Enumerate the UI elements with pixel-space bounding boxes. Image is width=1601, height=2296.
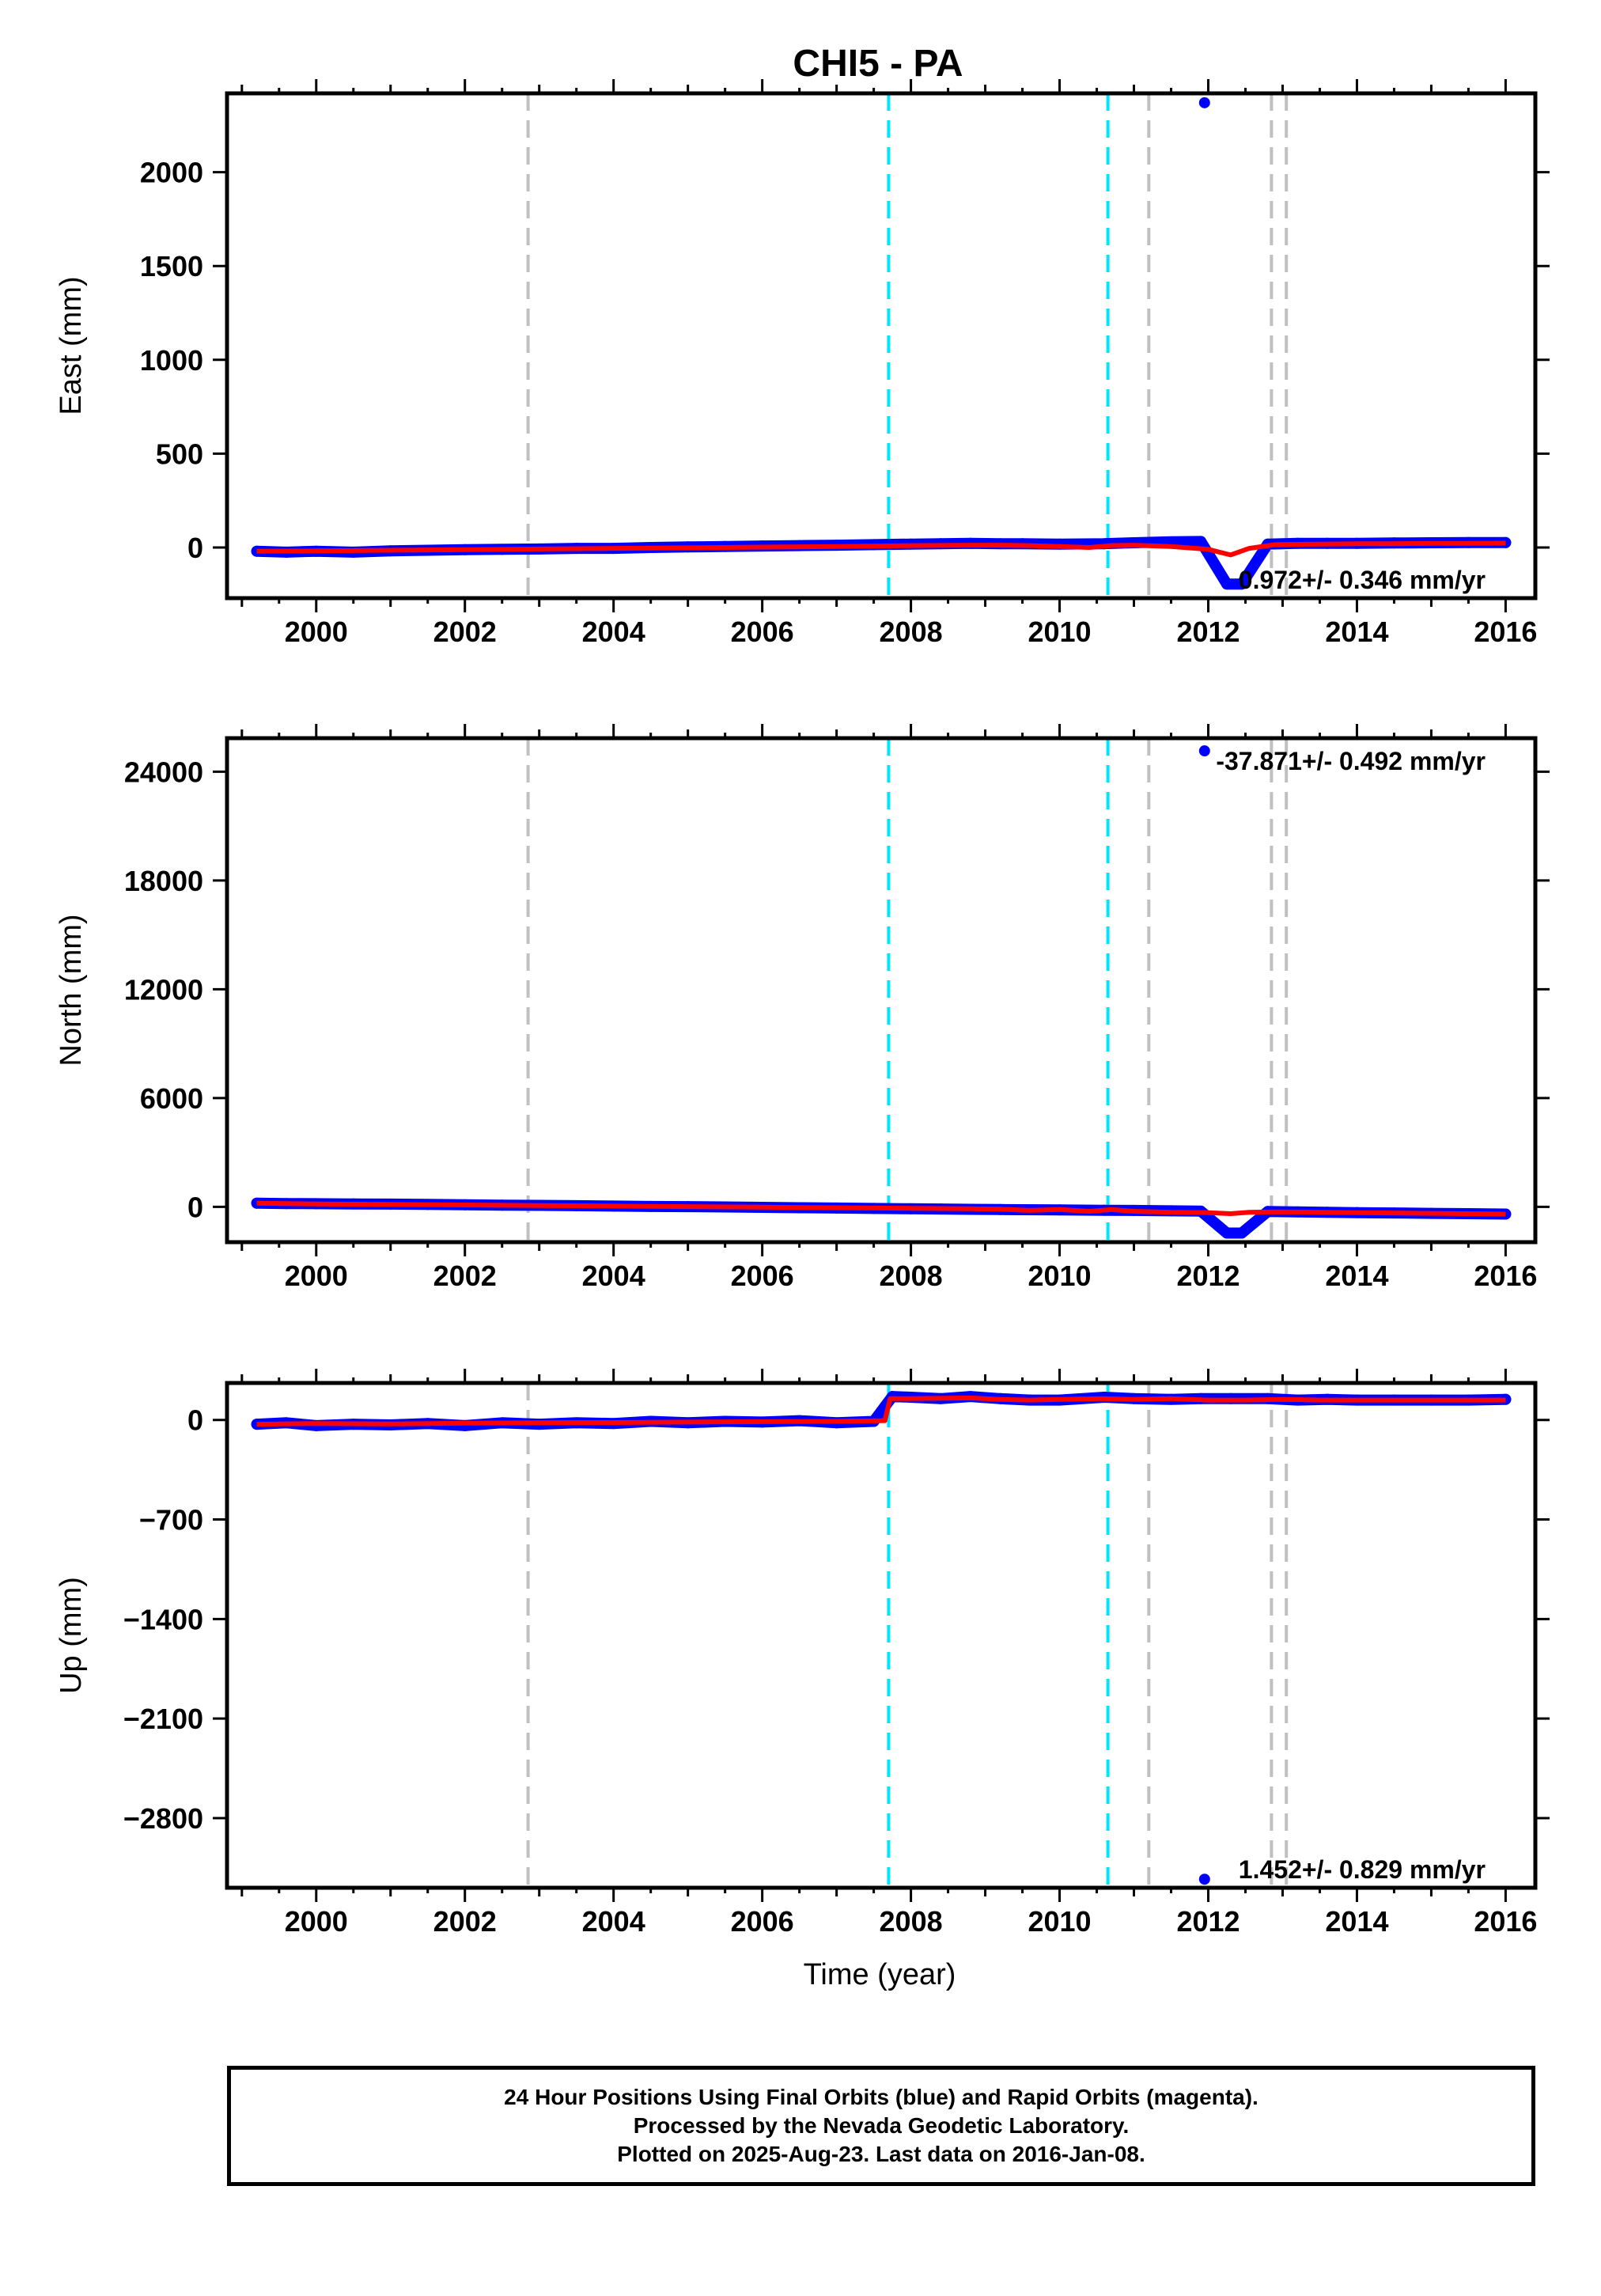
y-tick-label: −700 bbox=[139, 1504, 203, 1536]
rate-annotation: 0.972+/- 0.346 mm/yr bbox=[1239, 566, 1486, 594]
x-tick-label: 2000 bbox=[285, 1905, 348, 1938]
data-point bbox=[1221, 578, 1232, 590]
y-axis-label: Up (mm) bbox=[55, 1577, 88, 1694]
y-tick-label: −1400 bbox=[123, 1603, 203, 1635]
footer-line-2: Processed by the Nevada Geodetic Laborat… bbox=[633, 2113, 1130, 2138]
x-tick-label: 2012 bbox=[1176, 1905, 1240, 1938]
y-tick-label: 12000 bbox=[124, 973, 203, 1006]
panel-2: 2000 2002 2004 2006 2008 2010 2012 2014 2016 0 600… bbox=[55, 724, 1550, 1292]
x-tick-label: 2012 bbox=[1176, 1260, 1240, 1292]
outlier-point bbox=[1198, 745, 1210, 757]
outlier-point bbox=[1198, 97, 1210, 108]
y-tick-label: 6000 bbox=[140, 1082, 203, 1115]
y-tick-label: 0 bbox=[187, 1191, 203, 1223]
plot-frame bbox=[225, 1381, 1538, 1890]
y-tick-label: −2100 bbox=[123, 1703, 203, 1735]
x-tick-label: 2004 bbox=[582, 1260, 645, 1292]
data-point bbox=[1221, 1227, 1232, 1239]
x-tick-label: 2006 bbox=[731, 616, 794, 648]
x-tick-label: 2008 bbox=[880, 616, 943, 648]
y-tick-label: 24000 bbox=[124, 756, 203, 788]
x-tick-label: 2014 bbox=[1325, 616, 1388, 648]
plot-area bbox=[251, 1383, 1512, 1888]
plot-area bbox=[251, 93, 1512, 598]
x-tick-label: 2000 bbox=[285, 1260, 348, 1292]
x-tick-label: 2010 bbox=[1028, 1260, 1091, 1292]
plot-frame bbox=[225, 736, 1538, 1245]
plot-frame bbox=[225, 91, 1538, 601]
data-point bbox=[1236, 578, 1247, 590]
data-point bbox=[251, 1419, 263, 1430]
x-tick-label: 2008 bbox=[880, 1260, 943, 1292]
y-tick-label: 1000 bbox=[140, 344, 203, 377]
x-tick-label: 2002 bbox=[433, 1905, 497, 1938]
x-tick-label: 2006 bbox=[731, 1260, 794, 1292]
y-tick-label: 18000 bbox=[124, 865, 203, 897]
model-line bbox=[256, 1395, 1506, 1427]
chart-title: CHI5 - PA bbox=[793, 43, 963, 85]
y-tick-label: 0 bbox=[187, 532, 203, 564]
data-point bbox=[1236, 1227, 1247, 1239]
data-point bbox=[1500, 1208, 1512, 1220]
y-tick-label: −2800 bbox=[123, 1802, 203, 1835]
x-tick-label: 2010 bbox=[1028, 616, 1091, 648]
x-tick-label: 2016 bbox=[1474, 1905, 1537, 1938]
rate-annotation: -37.871+/- 0.492 mm/yr bbox=[1216, 747, 1486, 775]
y-tick-label: 2000 bbox=[140, 157, 203, 189]
x-tick-label: 2000 bbox=[285, 616, 348, 648]
x-tick-label: 2006 bbox=[731, 1905, 794, 1938]
footer-box: 24 Hour Positions Using Final Orbits (bl… bbox=[227, 2066, 1535, 2186]
model-line bbox=[256, 540, 1506, 558]
x-tick-label: 2014 bbox=[1325, 1905, 1388, 1938]
x-tick-label: 2016 bbox=[1474, 616, 1537, 648]
plot-area bbox=[251, 738, 1512, 1242]
x-tick-label: 2016 bbox=[1474, 1260, 1537, 1292]
model-line bbox=[256, 1200, 1506, 1217]
x-tick-label: 2004 bbox=[582, 616, 645, 648]
y-axis-label: East (mm) bbox=[55, 276, 88, 415]
x-tick-label: 2014 bbox=[1325, 1260, 1388, 1292]
footer-line-1: 24 Hour Positions Using Final Orbits (bl… bbox=[504, 2085, 1258, 2109]
y-axis-label: North (mm) bbox=[55, 914, 88, 1066]
outlier-point bbox=[1198, 1874, 1210, 1885]
panel-3: 2000 2002 2004 2006 2008 2010 2012 2014 2016 0 −70… bbox=[55, 1369, 1550, 1991]
x-tick-label: 2008 bbox=[880, 1905, 943, 1938]
x-tick-label: 2012 bbox=[1176, 616, 1240, 648]
footer-line-3: Plotted on 2025-Aug-23. Last data on 201… bbox=[617, 2142, 1145, 2166]
data-point bbox=[1195, 536, 1207, 547]
y-tick-label: 1500 bbox=[140, 250, 203, 282]
x-tick-label: 2010 bbox=[1028, 1905, 1091, 1938]
x-tick-label: 2002 bbox=[433, 616, 497, 648]
y-tick-label: 0 bbox=[187, 1404, 203, 1437]
y-tick-label: 500 bbox=[156, 438, 203, 470]
data-point bbox=[251, 545, 263, 557]
x-axis-label: Time (year) bbox=[804, 1958, 956, 1991]
data-point bbox=[251, 1197, 263, 1209]
x-tick-label: 2002 bbox=[433, 1260, 497, 1292]
x-tick-label: 2004 bbox=[582, 1905, 645, 1938]
rate-annotation: 1.452+/- 0.829 mm/yr bbox=[1239, 1855, 1486, 1884]
panel-1: 2000 2002 2004 2006 2008 2010 2012 2014 2016 0 500… bbox=[55, 79, 1550, 648]
